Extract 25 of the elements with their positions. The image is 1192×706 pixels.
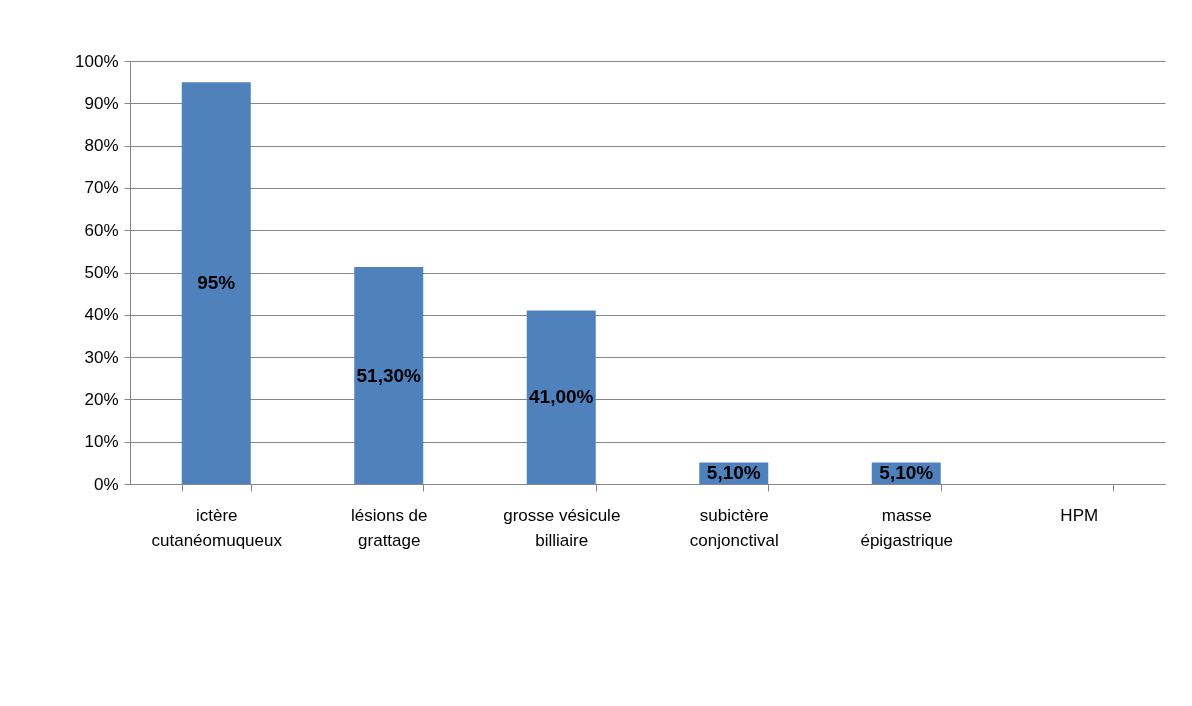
data-label: 41,00% bbox=[529, 386, 594, 408]
y-tick-label: 10% bbox=[84, 432, 119, 452]
bar bbox=[181, 82, 251, 484]
x-tick-label: grosse vésicule billiaire bbox=[503, 505, 621, 550]
x-tick-label: HPM bbox=[1060, 505, 1099, 525]
y-tick-label: 100% bbox=[75, 51, 119, 71]
bar bbox=[354, 267, 424, 484]
x-tick-label: masse épigastrique bbox=[860, 505, 954, 550]
y-tick-label: 50% bbox=[84, 263, 119, 282]
x-tick-label: lésions de grattage bbox=[350, 505, 428, 550]
bar bbox=[526, 310, 596, 484]
y-tick-label: 30% bbox=[84, 347, 119, 367]
y-tick-label: 90% bbox=[84, 93, 119, 113]
x-tick-label: ictère cutanéomuqueux bbox=[151, 505, 283, 550]
data-label: 95% bbox=[197, 272, 236, 294]
y-tick-label: 60% bbox=[84, 220, 119, 240]
y-tick-label: 20% bbox=[84, 389, 119, 409]
data-label: 5,10% bbox=[879, 462, 934, 484]
data-label: 51,30% bbox=[356, 364, 422, 386]
y-tick-label: 40% bbox=[84, 305, 119, 325]
y-tick-label: 80% bbox=[84, 136, 119, 156]
data-label: 5,10% bbox=[706, 462, 761, 484]
x-tick-label: subictère conjonctival bbox=[689, 505, 779, 550]
y-tick-label: 70% bbox=[84, 178, 119, 198]
y-tick-label: 0% bbox=[93, 474, 119, 494]
